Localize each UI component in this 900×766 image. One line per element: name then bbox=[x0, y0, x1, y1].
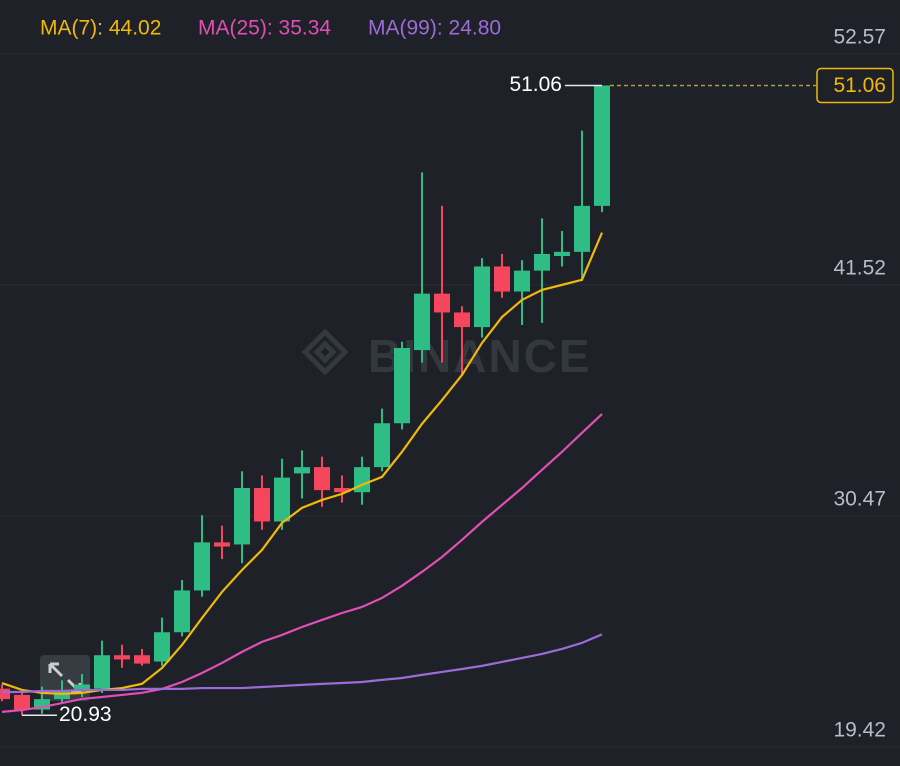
candle-body bbox=[0, 688, 10, 700]
candle-body bbox=[514, 270, 530, 292]
candle-body bbox=[454, 312, 470, 328]
low-label: 20.93 bbox=[59, 703, 112, 726]
candle-body bbox=[374, 423, 390, 468]
watermark-logo bbox=[301, 328, 349, 376]
candle-body bbox=[334, 488, 350, 493]
last-price-label: 51.06 bbox=[833, 74, 886, 97]
y-tick-label: 52.57 bbox=[833, 25, 886, 48]
y-tick-label: 41.52 bbox=[833, 256, 886, 279]
candle-body bbox=[174, 590, 190, 633]
candle-body bbox=[274, 477, 290, 522]
y-tick-label: 30.47 bbox=[833, 487, 886, 510]
logo-center bbox=[313, 340, 337, 364]
candle-body bbox=[574, 205, 590, 252]
candle-body bbox=[94, 655, 110, 689]
candle-body bbox=[74, 684, 90, 691]
candle-body bbox=[134, 655, 150, 664]
candle-body bbox=[214, 542, 230, 547]
candle-body bbox=[534, 253, 550, 271]
candle-body bbox=[234, 488, 250, 545]
candle-body bbox=[34, 699, 50, 710]
candle-body bbox=[394, 347, 410, 424]
legend-entry: MA(7): 44.02 bbox=[40, 17, 161, 40]
y-tick-label: 19.42 bbox=[833, 718, 886, 741]
candle-body bbox=[114, 655, 130, 660]
candle-body bbox=[554, 251, 570, 257]
ma-line bbox=[1, 413, 603, 713]
candle-body bbox=[414, 293, 430, 351]
legend-entry: MA(25): 35.34 bbox=[198, 17, 331, 40]
legend-entry: MA(99): 24.80 bbox=[368, 17, 501, 40]
candle-body bbox=[314, 467, 330, 491]
candle-body bbox=[154, 632, 170, 662]
ma-line bbox=[2, 633, 603, 694]
candle-body bbox=[494, 266, 510, 292]
last-price-tag bbox=[816, 67, 894, 104]
high-label: 51.06 bbox=[509, 73, 562, 96]
candle-body bbox=[254, 488, 270, 522]
candle-body bbox=[14, 694, 30, 710]
candle-body bbox=[294, 467, 310, 474]
candle-body bbox=[434, 293, 450, 313]
candle-body bbox=[194, 542, 210, 591]
candle-body bbox=[594, 85, 610, 206]
candle-body bbox=[474, 266, 490, 328]
grid bbox=[0, 53, 900, 748]
logo-diamond bbox=[301, 328, 349, 376]
